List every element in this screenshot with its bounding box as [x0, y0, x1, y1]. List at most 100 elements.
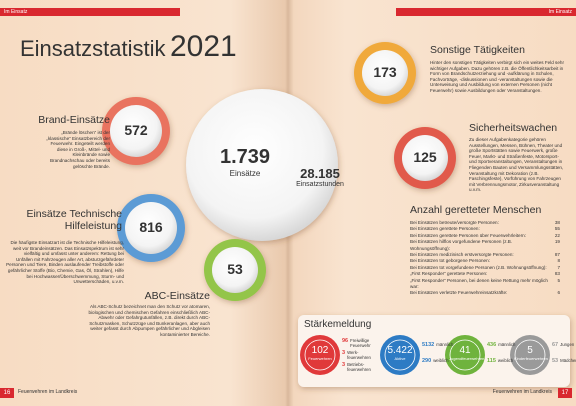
detail-label: männlich [498, 342, 516, 347]
detail-value: 290 [422, 358, 432, 364]
strength-detail: 115 weiblich [487, 358, 513, 364]
rescued-row: „First Responder“ gerettete Personen: 83 [410, 271, 560, 277]
title-main: Einsatzstatistik [20, 36, 166, 61]
section-text: Hinter den sonstigen Tätigkeiten verbirg… [430, 60, 564, 93]
page-number: 16 [0, 388, 14, 398]
section-text: Als ABC-Schutz bezeichnet man den Schutz… [88, 304, 210, 337]
ring-th [117, 194, 185, 262]
strength-value: 102 [311, 345, 329, 356]
detail-label: Freiwillige Feuerwehr [350, 338, 371, 348]
label: Einsatzstunden [296, 181, 344, 188]
ring-abc [204, 239, 266, 301]
row-value: 6 [557, 290, 560, 296]
section-title: Sicherheitswachen [469, 122, 558, 134]
row-value: 22 [554, 232, 560, 238]
row-value: 55 [554, 226, 560, 232]
row-value: 5 [557, 277, 560, 283]
strength-value: 41 [459, 345, 471, 356]
section-tag: Im Einsatz [396, 8, 576, 16]
strength-detail: 53Mädchen [552, 358, 576, 364]
strength-detail: 5132 männlich [422, 342, 453, 348]
strength-detail: 3 Werk-feuerwehren [342, 350, 382, 360]
row-value: 87 [554, 252, 560, 258]
strength-detail: 67 Jungen [552, 342, 576, 348]
rescued-list: Bei Einsätzen betreute/versorgte Persone… [410, 220, 560, 297]
row-label: Bei Einsätzen gerettete Personen über Fe… [410, 232, 526, 238]
center-circle [186, 89, 338, 241]
circle-value: 53 [227, 261, 243, 277]
strength-value: 5 [527, 345, 533, 356]
section-title: ABC-Einsätze [144, 290, 210, 302]
page-title: Einsatzstatistik 2021 [20, 30, 237, 64]
value: 1.739 [219, 146, 271, 168]
strength-detail: 436 männlich [487, 342, 516, 348]
detail-value: 436 [487, 342, 497, 348]
title-year: 2021 [169, 30, 237, 63]
total-hours: 28.185 Einsatzstunden [285, 166, 355, 188]
strength-label: Kinderfeuerwehren [514, 356, 548, 361]
circle-value: 173 [373, 64, 397, 80]
section-title: Einsätze Technische Hilfeleistung [26, 208, 122, 232]
section-text: Zu dieser Aufgabenkategorie gehören Auss… [469, 137, 564, 193]
row-value: 8 [557, 258, 560, 264]
strength-detail: 96 Freiwillige Feuerwehr [342, 338, 382, 348]
strength-detail: 3 Betriebs-feuerwehren [342, 362, 382, 372]
strength-circles [300, 335, 550, 375]
row-label: Bei Einsätzen tot vorgefundene Personen … [410, 264, 547, 270]
rescued-row: Bei Einsätzen hilflos vorgefundene Perso… [410, 239, 560, 252]
section-title: Sonstige Tätigkeiten [430, 44, 525, 56]
section-text: „Brände löschen“ ist der „klassische“ Ei… [46, 130, 110, 169]
detail-label: weiblich [497, 358, 514, 363]
detail-label: Mädchen [560, 358, 576, 363]
detail-label: Werk-feuerwehren [347, 350, 371, 360]
detail-value: 67 [552, 342, 559, 348]
row-value: 38 [554, 220, 560, 225]
detail-label: männlich [436, 342, 454, 347]
section-title: Brand-Einsätze [38, 114, 110, 126]
detail-value: 53 [552, 358, 559, 364]
footer-text: Feuerwehren im Landkreis [492, 389, 552, 395]
strength-label: Aktive [394, 356, 406, 361]
rescued-row: Bei Einsätzen medizinisch erstversorgte … [410, 252, 560, 258]
rescued-row: Bei Einsätzen tot vorgefundene Personen … [410, 265, 560, 271]
row-label: Bei Einsätzen medizinisch erstversorgte … [410, 252, 514, 258]
row-label: Bei Einsätzen gerettete Personen: [410, 226, 480, 232]
rescued-row: „First Responder“ Personen, bei denen ke… [410, 278, 560, 291]
total-missions: 1.739 Einsätze [200, 146, 290, 178]
circle-value: 816 [139, 219, 163, 235]
strength-label: Jugendfeuerwehren [449, 356, 485, 361]
strength-label: Feuerwehren [308, 356, 332, 361]
row-label: Bei Einsätzen verletzte Feuerwehreinsatz… [410, 290, 508, 296]
strength-value: 5.422 [387, 345, 413, 356]
row-value: 19 [554, 239, 560, 245]
strength-detail: 290 weiblich [422, 358, 448, 364]
ring-brand [102, 97, 170, 165]
rescued-title: Anzahl geretteter Menschen [410, 204, 542, 216]
detail-value: 96 [342, 338, 349, 344]
detail-label: Betriebs-feuerwehren [347, 362, 371, 372]
strength-title: Stärkemeldung [304, 319, 372, 330]
circle-value: 572 [124, 122, 148, 138]
ring-sonstige [354, 42, 416, 104]
strength-box [298, 315, 570, 387]
row-value: 83 [554, 271, 560, 277]
row-label: Bei Einsätzen hilflos vorgefundene Perso… [410, 239, 513, 251]
detail-value: 115 [487, 358, 496, 364]
ring-sicherheit [394, 127, 456, 189]
detail-label: Jungen [560, 342, 575, 347]
page-number: 17 [558, 388, 572, 398]
detail-value: 3 [342, 350, 346, 356]
row-label: Bei Einsätzen betreute/versorgte Persone… [410, 220, 499, 225]
row-value: 7 [557, 264, 560, 270]
value: 28.185 [300, 166, 340, 181]
rescued-row: Bei Einsätzen gerettete Personen: 55 [410, 226, 560, 232]
detail-value: 3 [342, 362, 346, 368]
circle-value: 125 [413, 149, 437, 165]
row-label: Bei Einsätzen tot geborgene Personen: [410, 258, 490, 264]
detail-value: 5132 [422, 342, 435, 348]
row-label: „First Responder“ Personen, bei denen ke… [410, 277, 548, 290]
detail-label: weiblich [433, 358, 449, 363]
rescued-row: Bei Einsätzen tot geborgene Personen: 8 [410, 258, 560, 264]
